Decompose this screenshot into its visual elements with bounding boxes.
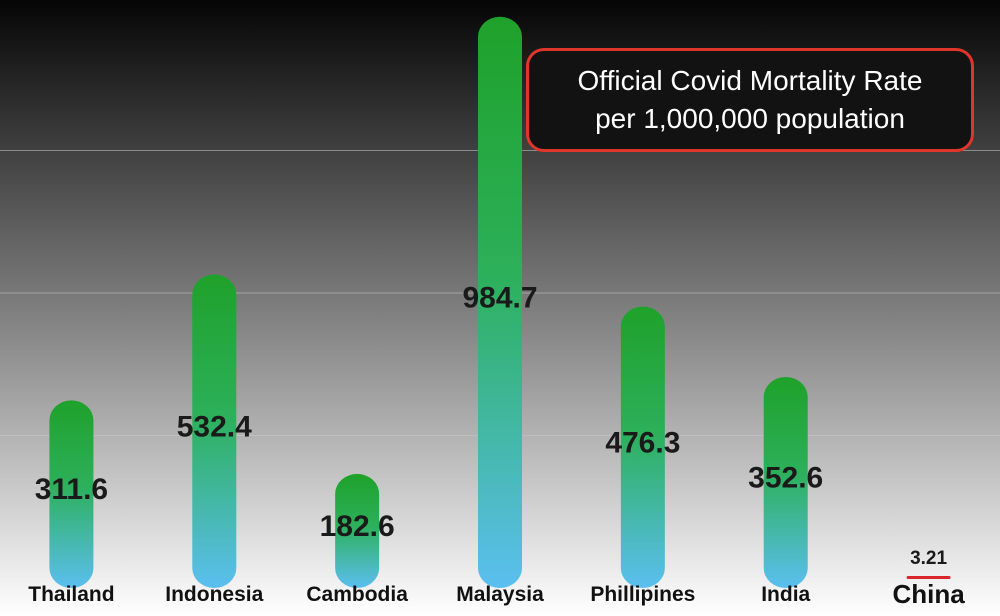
bar-china [906, 576, 951, 579]
value-label-malaysia: 984.7 [462, 281, 537, 314]
category-label-india: India [761, 583, 810, 606]
chart-subtitle: per 1,000,000 population [595, 103, 905, 134]
value-labels: 311.6 532.4 182.6 984.7 476.3 352.6 3.21 [35, 281, 948, 569]
category-label-cambodia: Cambodia [306, 583, 408, 606]
value-label-indonesia: 532.4 [177, 410, 252, 443]
value-label-china: 3.21 [910, 548, 947, 569]
category-label-indonesia: Indonesia [165, 583, 263, 606]
bars [49, 16, 951, 588]
value-label-cambodia: 182.6 [320, 510, 395, 543]
category-label-china: China [892, 579, 965, 609]
value-label-phillipines: 476.3 [605, 426, 680, 459]
category-label-phillipines: Phillipines [590, 583, 695, 606]
category-labels: Thailand Indonesia Cambodia Malaysia Phillip… [28, 579, 965, 609]
chart-title: Official Covid Mortality Rate [577, 65, 923, 96]
bar-india [763, 377, 808, 588]
bar-indonesia [192, 274, 237, 588]
category-label-thailand: Thailand [28, 583, 114, 606]
value-label-thailand: 311.6 [35, 473, 108, 506]
bar-malaysia [478, 16, 522, 588]
category-label-malaysia: Malaysia [456, 583, 544, 606]
bar-cambodia [335, 473, 380, 588]
bar-thailand [49, 400, 94, 588]
bar-phillipines [620, 306, 665, 588]
value-label-india: 352.6 [748, 462, 823, 495]
chart-title-box: Official Covid Mortality Rate per 1,000,… [526, 48, 974, 152]
